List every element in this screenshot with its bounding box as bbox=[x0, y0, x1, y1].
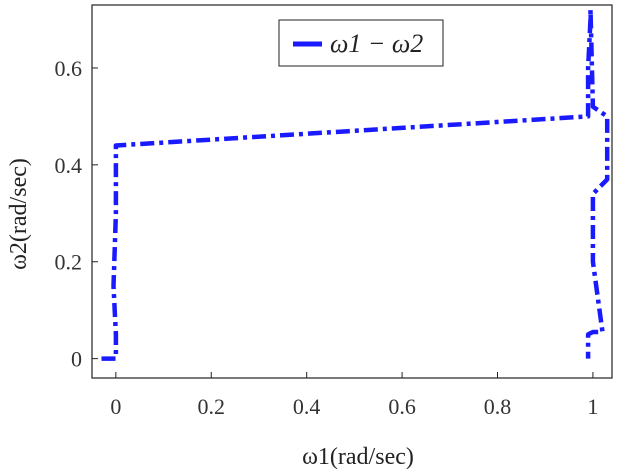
axes-box bbox=[91, 4, 613, 379]
x-tick-label: 0.8 bbox=[484, 394, 512, 419]
x-ticks: 0 0.2 0.4 0.6 0.8 1 bbox=[110, 372, 598, 419]
plot-frame bbox=[91, 4, 613, 379]
x-tick-label: 0.6 bbox=[388, 394, 416, 419]
legend-label: ω1 − ω2 bbox=[330, 29, 423, 58]
y-tick-label: 0.2 bbox=[55, 250, 83, 275]
x-axis-label: ω1(rad/sec) bbox=[302, 444, 414, 470]
x-tick-label: 1 bbox=[587, 394, 598, 419]
y-axis-label: ω2(rad/sec) bbox=[6, 158, 32, 270]
x-tick-label: 0 bbox=[110, 394, 121, 419]
x-tick-label: 0.2 bbox=[198, 394, 226, 419]
y-tick-label: 0.4 bbox=[55, 153, 83, 178]
x-tick-label: 0.4 bbox=[293, 394, 321, 419]
y-tick-label: 0 bbox=[71, 347, 82, 372]
y-tick-label: 0.6 bbox=[55, 56, 83, 81]
legend: ω1 − ω2 bbox=[278, 19, 444, 67]
y-ticks: 0 0.2 0.4 0.6 bbox=[55, 56, 98, 372]
